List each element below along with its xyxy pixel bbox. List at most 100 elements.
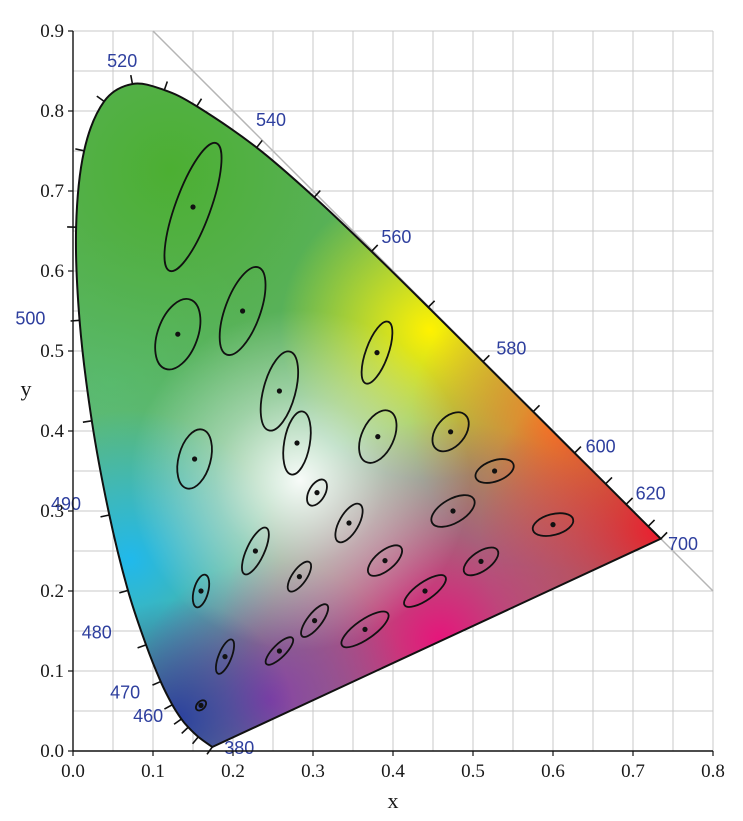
wavelength-label-470: 470 — [110, 683, 140, 703]
wavelength-tick — [96, 95, 105, 103]
wavelength-label-620: 620 — [636, 484, 666, 504]
ellipse-center-dot — [294, 440, 300, 446]
wavelength-label-560: 560 — [381, 227, 411, 247]
wavelength-tick — [163, 81, 169, 91]
wavelength-label-580: 580 — [496, 338, 526, 358]
ellipse-center-dot — [192, 456, 198, 462]
ellipse-center-dot — [198, 702, 204, 709]
ellipse — [300, 603, 330, 638]
wavelength-tick — [625, 497, 634, 505]
y-axis-title: y — [21, 376, 32, 401]
spectral-locus — [67, 74, 668, 755]
wavelength-tick — [605, 476, 613, 485]
wavelength-label-600: 600 — [586, 437, 616, 457]
wavelength-label-480: 480 — [82, 623, 112, 643]
ellipse — [191, 573, 211, 609]
wavelength-label-380: 380 — [224, 738, 254, 758]
axes — [68, 30, 714, 756]
ellipse-center-dot — [276, 648, 282, 654]
wavelength-label-520: 520 — [107, 51, 137, 71]
tick-labels: 0.0 0.1 0.2 0.3 0.4 0.5 0.6 0.7 0.8 0.0 0.1 0.2 0.3 0… — [40, 21, 725, 782]
ellipse-center-dot — [492, 468, 498, 474]
ellipse — [403, 574, 447, 608]
ellipse-center-dot — [448, 429, 454, 435]
wavelength-tick — [482, 354, 490, 363]
y-tick-label: 0.9 — [40, 21, 64, 42]
wavelength-tick — [164, 704, 173, 710]
ellipse-center-dot — [478, 558, 484, 565]
ellipse — [241, 526, 270, 576]
ellipse — [215, 638, 235, 675]
ellipse — [462, 546, 500, 577]
wavelength-tick — [532, 404, 541, 413]
ellipse — [264, 636, 295, 666]
spectral-locus-line — [74, 82, 663, 749]
y-tick-label: 0.1 — [40, 661, 64, 682]
wavelength-label-500: 500 — [15, 309, 45, 329]
wavelength-tick — [370, 244, 379, 252]
y-tick-label: 0.5 — [40, 341, 64, 362]
wavelength-tick — [647, 519, 656, 527]
ellipse — [306, 478, 328, 507]
x-tick-label: 0.5 — [461, 761, 485, 782]
x-tick-label: 0.0 — [61, 761, 85, 782]
macadam-ellipses — [154, 141, 575, 712]
ellipse-center-dot — [382, 558, 388, 564]
ellipse — [367, 544, 403, 577]
ellipse — [474, 458, 515, 484]
ellipse-center-dot — [240, 308, 246, 314]
y-tick-label: 0.8 — [40, 101, 64, 122]
wavelength-label-540: 540 — [256, 110, 286, 130]
x-tick-label: 0.1 — [141, 761, 165, 782]
ellipse-center-dot — [312, 618, 318, 624]
wavelength-tick — [181, 726, 189, 735]
ellipse — [282, 410, 312, 476]
ellipse — [163, 141, 223, 273]
wavelength-tick — [129, 74, 134, 85]
y-tick-label: 0.2 — [40, 581, 64, 602]
x-tick-label: 0.4 — [381, 761, 405, 782]
ellipse — [286, 560, 312, 593]
ellipse-center-dot — [222, 654, 228, 660]
ellipse-center-dot — [296, 574, 302, 580]
wavelength-tick — [152, 680, 162, 686]
ellipse-center-dot — [198, 588, 204, 594]
ellipse-center-dot — [190, 204, 196, 210]
ellipse — [334, 502, 364, 544]
wavelength-tick — [313, 189, 321, 198]
wavelength-tick — [119, 589, 129, 594]
ellipse — [154, 298, 202, 371]
wavelength-tick — [427, 300, 436, 308]
wavelength-tick — [574, 446, 582, 454]
x-tick-label: 0.7 — [621, 761, 645, 782]
wavelength-tick — [75, 148, 85, 152]
y-tick-label: 0.6 — [40, 261, 64, 282]
y-tick-label: 0.3 — [40, 501, 64, 522]
ellipse — [431, 411, 470, 453]
y-tick-label: 0.4 — [40, 421, 64, 442]
ellipse — [430, 494, 476, 528]
ellipse-center-dot — [362, 626, 368, 633]
x-tick-label: 0.3 — [301, 761, 325, 782]
x-tick-label: 0.2 — [221, 761, 245, 782]
ellipse-center-dot — [252, 548, 258, 554]
ellipse — [531, 512, 575, 537]
x-axis-title: x — [388, 788, 399, 813]
ellipse-center-dot — [346, 520, 352, 526]
ellipse — [218, 266, 267, 356]
wavelength-tick — [196, 98, 203, 107]
ellipse-center-dot — [314, 490, 320, 496]
ellipse — [195, 699, 207, 712]
ellipse — [360, 320, 394, 385]
ellipse — [358, 409, 398, 464]
wavelength-tick — [256, 139, 263, 149]
ellipse-center-dot — [550, 522, 556, 528]
wavelength-tick — [173, 718, 182, 725]
wavelength-tick — [82, 420, 92, 423]
wavelength-label-460: 460 — [133, 706, 163, 726]
ellipse — [340, 610, 390, 649]
ellipse-center-dot — [276, 388, 282, 394]
ellipse — [176, 428, 213, 490]
